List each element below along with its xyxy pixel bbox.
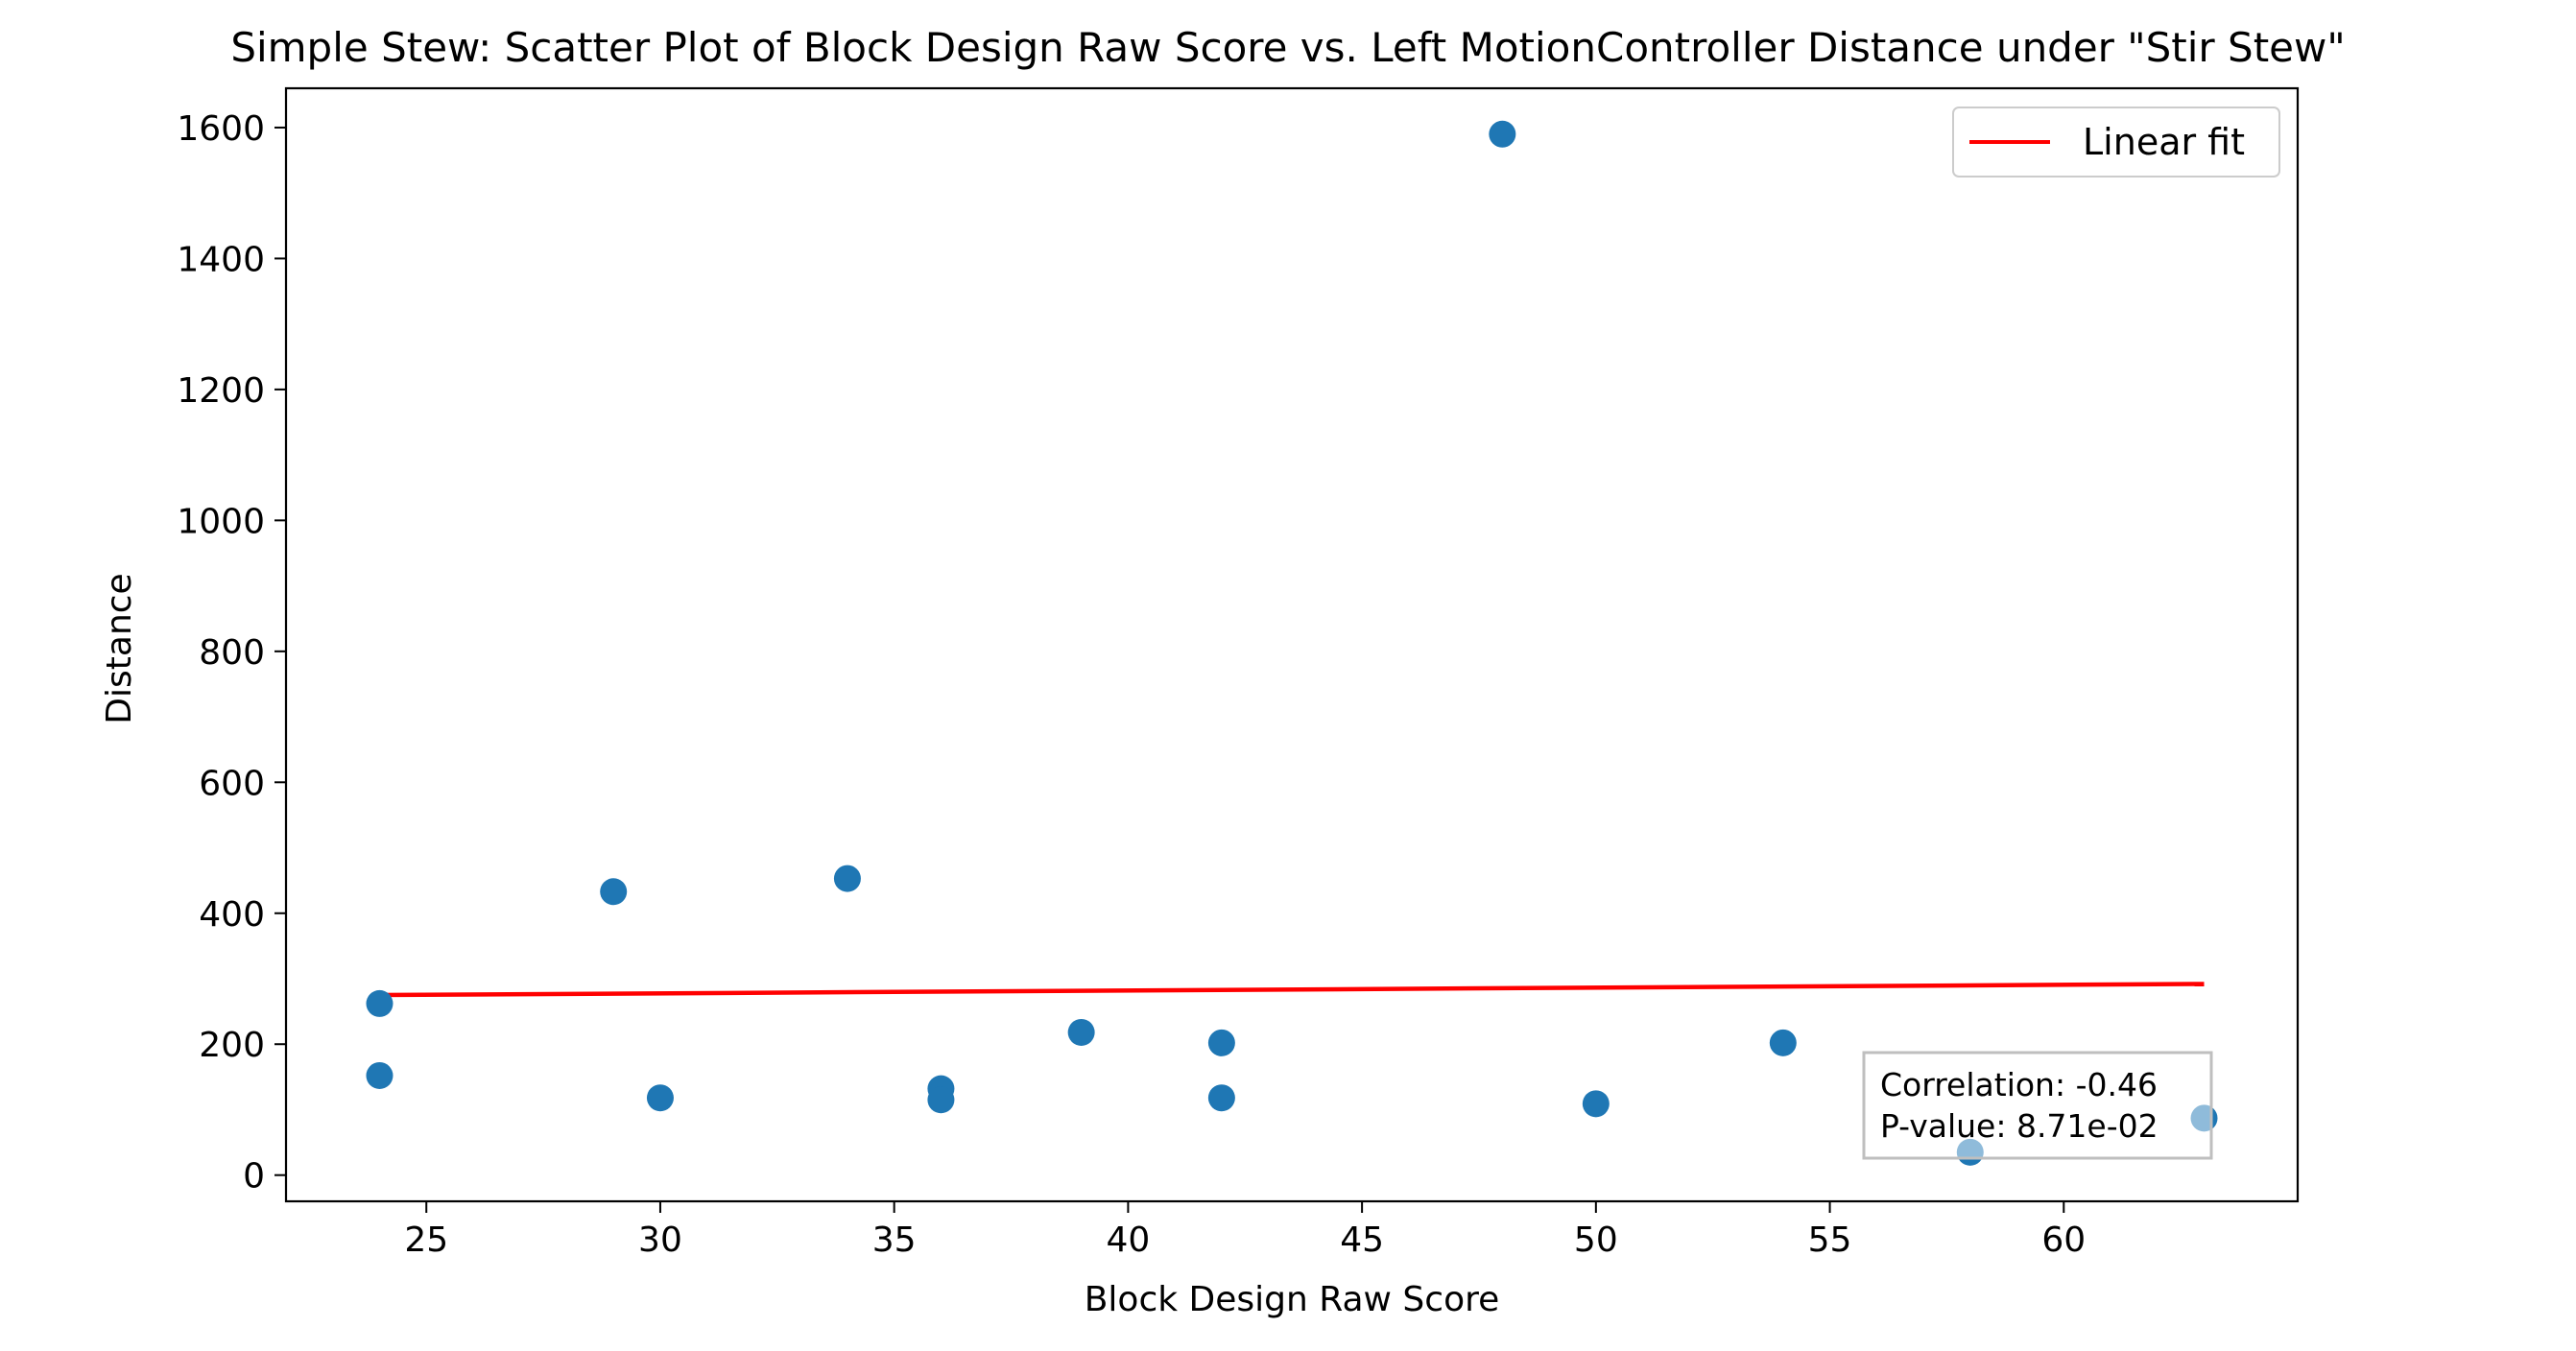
linear-fit-line [379,982,2205,998]
stats-annotation: Correlation: -0.46 P-value: 8.71e-02 [1862,1051,2213,1160]
scatter-point [833,865,861,892]
annotation-box [1862,1051,2213,1160]
y-tick-label: 600 [199,764,265,803]
x-tick-label: 55 [1808,1221,1852,1260]
y-tick-label: 200 [199,1026,265,1065]
y-tick-label: 400 [199,895,265,935]
y-tick-label: 0 [243,1157,265,1197]
y-axis-ticks: 0 200 400 600 800 1000 1200 1400 1600 [177,109,286,1197]
x-tick-label: 25 [404,1221,448,1260]
legend-label: Linear fit [2083,121,2245,163]
scatter-point [366,1061,394,1089]
scatter-point [600,878,628,906]
scatter-point [1207,1029,1235,1056]
scatter-point [1207,1084,1235,1112]
x-tick-label: 40 [1106,1221,1150,1260]
y-tick-label: 1200 [177,371,265,411]
x-axis-ticks: 25 30 35 40 45 50 55 60 [404,1201,2086,1260]
scatter-point [646,1084,674,1112]
y-tick-label: 800 [199,633,265,673]
plot-area-frame [284,86,2300,1203]
y-axis-label: Distance [100,573,139,723]
y-tick-label: 1400 [177,240,265,279]
scatter-point [366,989,394,1017]
annotation-p-value: P-value: 8.71e-02 [1880,1107,2159,1145]
x-tick-label: 30 [638,1221,682,1260]
scatter-point [1582,1090,1610,1118]
chart-title: Simple Stew: Scatter Plot of Block Desig… [230,24,2345,71]
annotation-correlation: Correlation: -0.46 [1880,1066,2158,1103]
fit-line-layer [379,982,2205,998]
scatter-point [1489,120,1516,148]
scatter-point [1769,1029,1797,1056]
x-tick-label: 50 [1574,1221,1618,1260]
legend-box [1952,107,2280,178]
x-tick-label: 35 [872,1221,917,1260]
scatter-point [1067,1018,1095,1046]
y-tick-label: 1000 [177,502,265,541]
x-tick-label: 60 [2041,1221,2086,1260]
legend: Linear fit [1952,107,2280,178]
x-axis-label: Block Design Raw Score [1085,1280,1500,1319]
y-tick-label: 1600 [177,109,265,149]
x-tick-label: 45 [1340,1221,1384,1260]
scatter-point [927,1086,955,1114]
